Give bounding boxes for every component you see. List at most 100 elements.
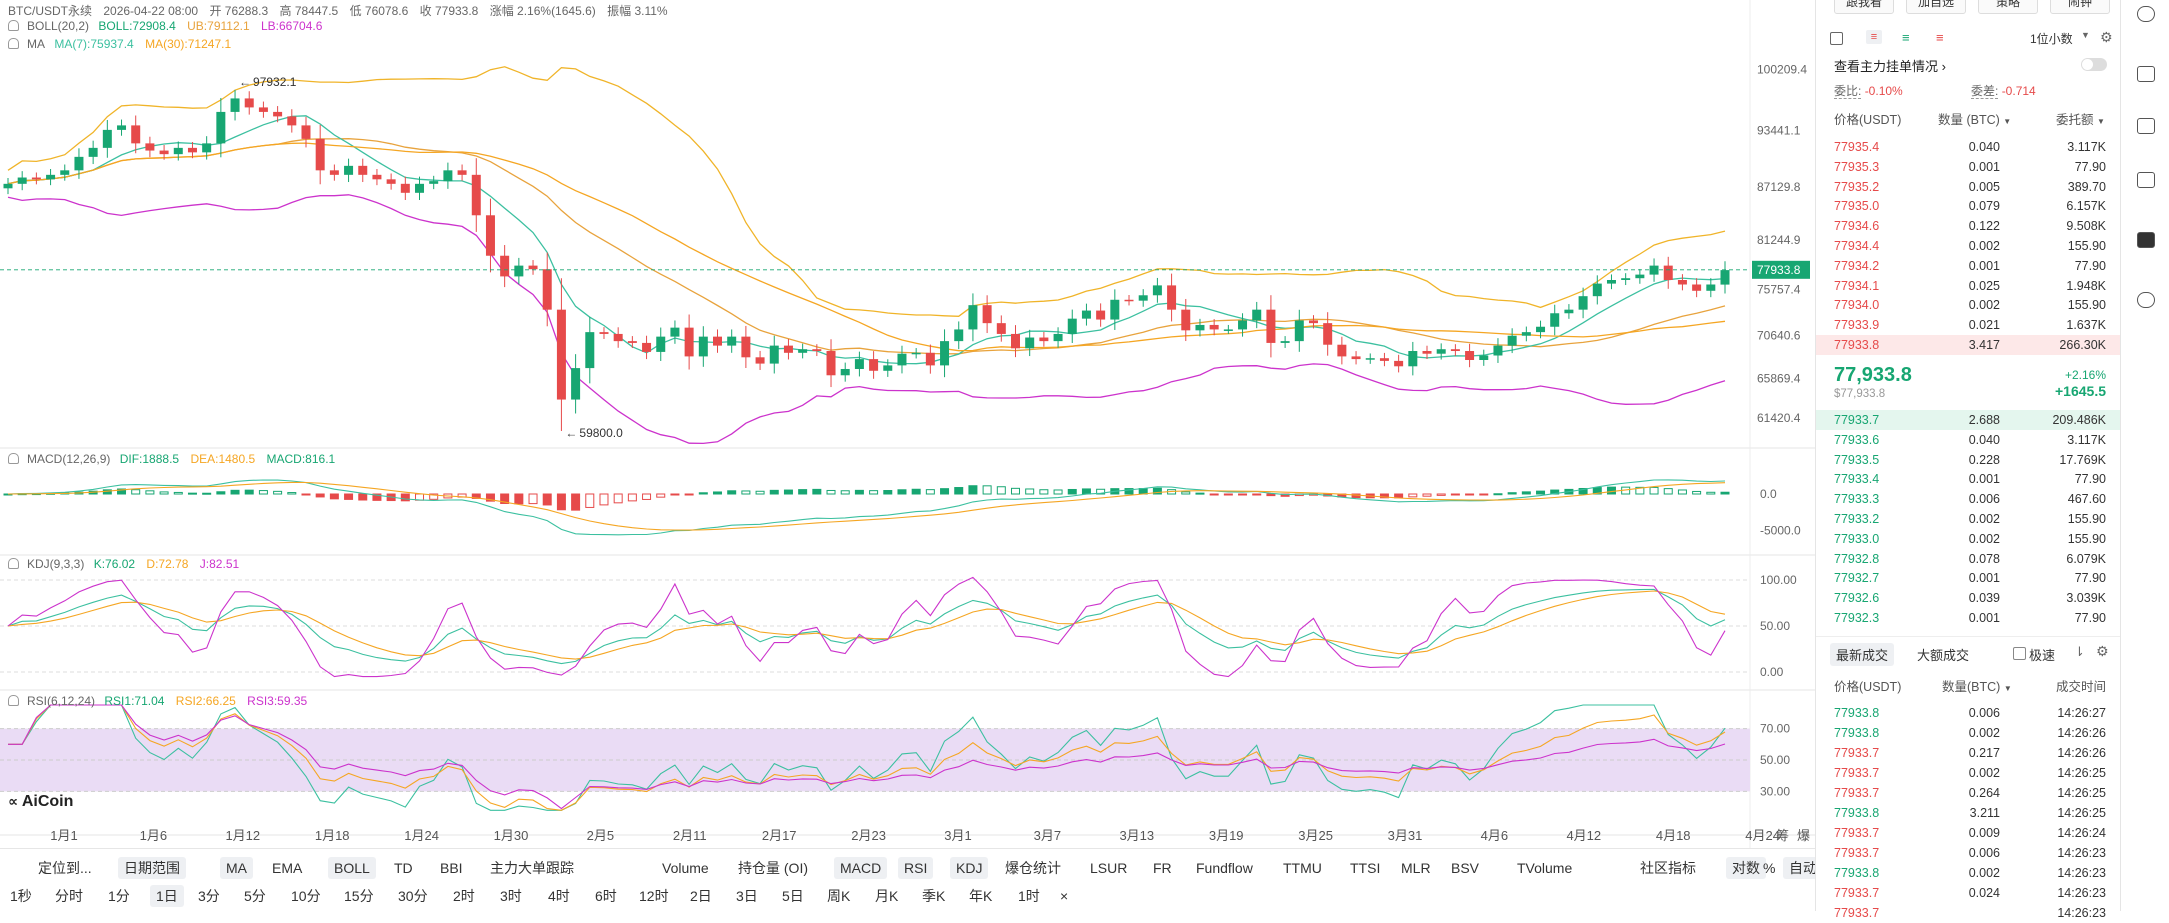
timeframe-item[interactable]: 30分: [398, 888, 428, 904]
ask-row[interactable]: 77934.6 0.122 9.508K: [1816, 216, 2120, 236]
chart-icon[interactable]: [2137, 118, 2155, 134]
depth-toggle[interactable]: [2081, 58, 2107, 71]
both-sides-icon[interactable]: ≡: [1866, 30, 1882, 44]
toolbar-item[interactable]: EMA: [272, 860, 303, 876]
timeframe-item[interactable]: 5分: [244, 888, 266, 904]
gear-icon[interactable]: ⚙: [2096, 643, 2109, 659]
toolbar-item[interactable]: 社区指标: [1640, 860, 1696, 876]
rsi-legend[interactable]: RSI(6,12,24) RSI1:71.04 RSI2:66.25 RSI3:…: [8, 694, 315, 708]
ask-row[interactable]: 77935.4 0.040 3.117K: [1816, 137, 2120, 157]
macd-legend[interactable]: MACD(12,26,9) DIF:1888.5 DEA:1480.5 MACD…: [8, 452, 343, 466]
timeframe-item[interactable]: 2时: [453, 888, 475, 904]
ask-row[interactable]: 77934.2 0.001 77.90: [1816, 256, 2120, 276]
toolbar-item[interactable]: TTMU: [1283, 860, 1322, 876]
toolbar-item[interactable]: TVolume: [1517, 860, 1573, 876]
depth-link[interactable]: 查看主力挂单情况 ›: [1834, 56, 1946, 75]
bid-row[interactable]: 77932.6 0.039 3.039K: [1816, 588, 2120, 608]
kline-chart[interactable]: 100209.4 93441.1 87129.8 81244.9 75757.4 7064…: [0, 0, 1815, 848]
timeframe-item[interactable]: 3分: [198, 888, 220, 904]
signal-icon[interactable]: [2137, 292, 2155, 308]
tab-large-trades[interactable]: 大额成交: [1917, 648, 1970, 663]
calendar-icon[interactable]: [2137, 172, 2155, 188]
toolbar-item[interactable]: MLR: [1401, 860, 1431, 876]
bell-icon[interactable]: [8, 453, 19, 464]
toolbar-item[interactable]: Fundflow: [1196, 860, 1253, 876]
top-tab-button[interactable]: 跟我看: [1834, 0, 1894, 14]
bid-row[interactable]: 77933.4 0.001 77.90: [1816, 469, 2120, 489]
col-total[interactable]: 委托额 ▼: [2056, 110, 2105, 132]
bids-only-icon[interactable]: ≡: [1902, 30, 1910, 45]
bell-icon[interactable]: [8, 695, 19, 706]
timeframe-item[interactable]: 12时: [639, 888, 669, 904]
asks-only-icon[interactable]: ≡: [1936, 30, 1944, 45]
bid-row[interactable]: 77932.7 0.001 77.90: [1816, 568, 2120, 588]
gear-icon[interactable]: ⚙: [2100, 29, 2113, 45]
bid-row[interactable]: 77933.7 2.688 209.486K: [1816, 410, 2120, 430]
top-tab-button[interactable]: 闹钟: [2050, 0, 2110, 14]
timeframe-item[interactable]: 3时: [500, 888, 522, 904]
toolbar-item[interactable]: 对数: [1726, 857, 1766, 879]
timeframe-item[interactable]: 5日: [782, 888, 804, 904]
toolbar-item[interactable]: TTSI: [1350, 860, 1381, 876]
timeframe-item[interactable]: 10分: [291, 888, 321, 904]
fast-checkbox[interactable]: [2013, 647, 2026, 660]
file-icon[interactable]: [2137, 66, 2155, 82]
trades-col-qty[interactable]: 数量(BTC) ▼: [1942, 677, 2012, 699]
toolbar-item[interactable]: 爆仓统计: [1005, 860, 1061, 876]
toolbar-item[interactable]: 定位到...: [38, 860, 92, 876]
toolbar-item[interactable]: BBI: [440, 860, 463, 876]
toolbar-item[interactable]: TD: [394, 860, 413, 876]
wallet-icon[interactable]: [2137, 6, 2155, 22]
kdj-legend[interactable]: KDJ(9,3,3) K:76.02 D:72.78 J:82.51: [8, 557, 247, 571]
ask-row[interactable]: 77934.0 0.002 155.90: [1816, 295, 2120, 315]
timeframe-item[interactable]: 15分: [344, 888, 374, 904]
timeframe-item[interactable]: 周K: [827, 888, 851, 904]
ask-row[interactable]: 77935.2 0.005 389.70: [1816, 177, 2120, 197]
toolbar-item[interactable]: MACD: [834, 857, 888, 879]
layout-icon[interactable]: [1830, 32, 1843, 45]
toolbar-item[interactable]: RSI: [898, 857, 934, 879]
toolbar-item[interactable]: %: [1763, 860, 1776, 876]
timeframe-item[interactable]: 季K: [922, 888, 946, 904]
toolbar-item[interactable]: 日期范围: [118, 857, 186, 879]
toolbar-item[interactable]: FR: [1153, 860, 1172, 876]
ask-row[interactable]: 77934.1 0.025 1.948K: [1816, 276, 2120, 296]
timeframe-item[interactable]: 4时: [548, 888, 570, 904]
toolbar-item[interactable]: 持仓量 (OI): [738, 860, 808, 876]
toolbar-item[interactable]: KDJ: [950, 857, 989, 879]
bid-row[interactable]: 77932.8 0.078 6.079K: [1816, 549, 2120, 569]
bid-row[interactable]: 77933.5 0.228 17.769K: [1816, 450, 2120, 470]
bid-row[interactable]: 77932.3 0.001 77.90: [1816, 608, 2120, 628]
ask-row[interactable]: 77933.9 0.021 1.637K: [1816, 315, 2120, 335]
toolbar-item[interactable]: 主力大单跟踪: [490, 860, 574, 876]
ask-row[interactable]: 77934.4 0.002 155.90: [1816, 236, 2120, 256]
top-tab-button[interactable]: 加自选: [1906, 0, 1966, 14]
decimals-select[interactable]: 1位小数: [2030, 32, 2073, 46]
col-qty[interactable]: 数量 (BTC) ▼: [1938, 110, 2011, 132]
bid-row[interactable]: 77933.3 0.006 467.60: [1816, 489, 2120, 509]
toolbar-item[interactable]: Volume: [662, 860, 709, 876]
bid-row[interactable]: 77933.0 0.002 155.90: [1816, 529, 2120, 549]
toolbar-item[interactable]: LSUR: [1090, 860, 1128, 876]
tab-latest-trades[interactable]: 最新成交: [1830, 643, 1895, 666]
chart-area[interactable]: 100209.4 93441.1 87129.8 81244.9 75757.4 7064…: [0, 0, 1823, 912]
filter-icon[interactable]: ⇂: [2074, 644, 2085, 659]
bell-icon[interactable]: [8, 38, 19, 49]
top-tab-button[interactable]: 策略: [1978, 0, 2038, 14]
toolbar-item[interactable]: BOLL: [328, 857, 376, 879]
timeframe-item[interactable]: 6时: [595, 888, 617, 904]
boll-legend[interactable]: BOLL(20,2) BOLL:72908.4 UB:79112.1 LB:66…: [8, 19, 330, 33]
timeframe-item[interactable]: 1秒: [10, 888, 32, 904]
ma-legend[interactable]: MA MA(7):75937.4 MA(30):71247.1: [8, 37, 239, 51]
chevron-down-icon[interactable]: ▼: [2081, 30, 2090, 40]
bid-row[interactable]: 77933.2 0.002 155.90: [1816, 509, 2120, 529]
timeframe-item[interactable]: 2日: [690, 888, 712, 904]
bell-icon[interactable]: [8, 20, 19, 31]
ask-row[interactable]: 77933.8 3.417 266.30K: [1816, 335, 2120, 355]
toolbar-item[interactable]: BSV: [1451, 860, 1480, 876]
bell-icon[interactable]: [8, 558, 19, 569]
ask-row[interactable]: 77935.0 0.079 6.157K: [1816, 196, 2120, 216]
timeframe-item[interactable]: 1时: [1018, 888, 1040, 904]
timeframe-item[interactable]: 1分: [108, 888, 130, 904]
bid-row[interactable]: 77933.6 0.040 3.117K: [1816, 430, 2120, 450]
